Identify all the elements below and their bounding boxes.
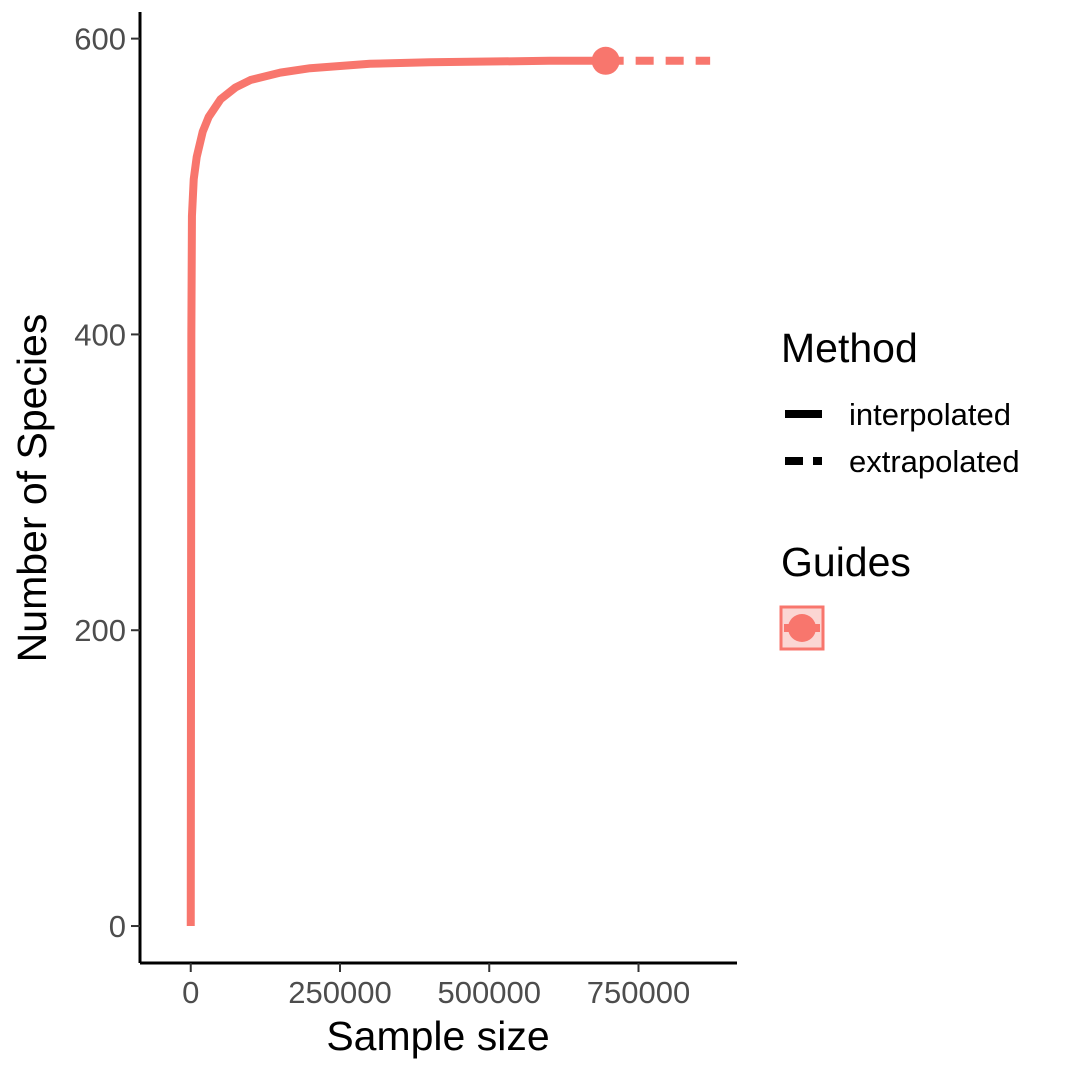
- x-axis-title: Sample size: [326, 1013, 549, 1059]
- legend-dashed-label: extrapolated: [849, 444, 1020, 479]
- observed-point: [591, 46, 620, 75]
- legend-group-key: [779, 605, 825, 651]
- legend-method-title: Method: [781, 325, 918, 371]
- legend-group-key-point: [788, 614, 816, 642]
- x-tick-label: 500000: [438, 975, 541, 1010]
- legend-method-items: interpolated extrapolated: [785, 397, 1020, 479]
- interpolated-line: [186, 56, 606, 927]
- y-axis-title: Number of Species: [9, 314, 55, 663]
- x-tick-label: 750000: [587, 975, 690, 1010]
- legend-solid-label: interpolated: [849, 397, 1011, 432]
- legend-group-title: Guides: [781, 539, 911, 585]
- y-tick-label: 200: [74, 613, 126, 648]
- y-tick-label: 400: [74, 317, 126, 352]
- plot-layer: [186, 46, 711, 927]
- x-tick-label: 250000: [288, 975, 391, 1010]
- axes-layer: 0 250000 500000 750000 0 200 400 600: [74, 12, 737, 1010]
- y-tick-label: 600: [74, 22, 126, 57]
- x-tick-label: 0: [182, 975, 199, 1010]
- legend: Method interpolated extrapolated Guides: [779, 325, 1020, 651]
- y-tick-label: 0: [109, 909, 126, 944]
